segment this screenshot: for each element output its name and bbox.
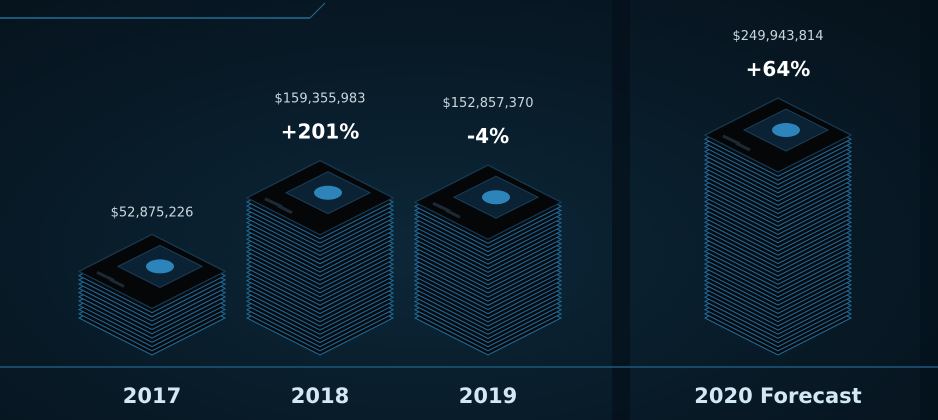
change-label: +64% (746, 57, 811, 81)
glow-icon (482, 190, 510, 205)
panel-mark (735, 141, 751, 152)
category-label: 2019 (459, 384, 517, 408)
header-rule (309, 2, 326, 19)
panel-mark (109, 278, 125, 288)
glow-icon (146, 259, 174, 274)
category-label: 2020 Forecast (694, 384, 861, 408)
glow-icon (314, 185, 342, 200)
value-label: $152,857,370 (443, 96, 534, 111)
value-label: $159,355,983 (275, 92, 366, 107)
value-label: $52,875,226 (111, 205, 194, 220)
panel-mark (445, 208, 461, 219)
vertical-divider (920, 0, 938, 420)
bar-stack-2020-forecast: $249,943,814 +64% 2020 Forecast (694, 29, 861, 408)
change-label: -4% (467, 124, 509, 148)
category-label: 2017 (123, 384, 181, 408)
glow-icon (772, 123, 800, 138)
bar-stack-2018: $159,355,983 +201% 2018 (245, 92, 395, 408)
value-label: $249,943,814 (733, 29, 824, 44)
panel-mark (277, 204, 293, 215)
bar-stack-2019: $152,857,370 -4% 2019 (413, 96, 563, 408)
category-label: 2018 (291, 384, 349, 408)
change-label: +201% (281, 120, 360, 144)
bar-stack-2017: $52,875,226 2017 (77, 205, 227, 408)
vertical-divider (612, 0, 630, 420)
